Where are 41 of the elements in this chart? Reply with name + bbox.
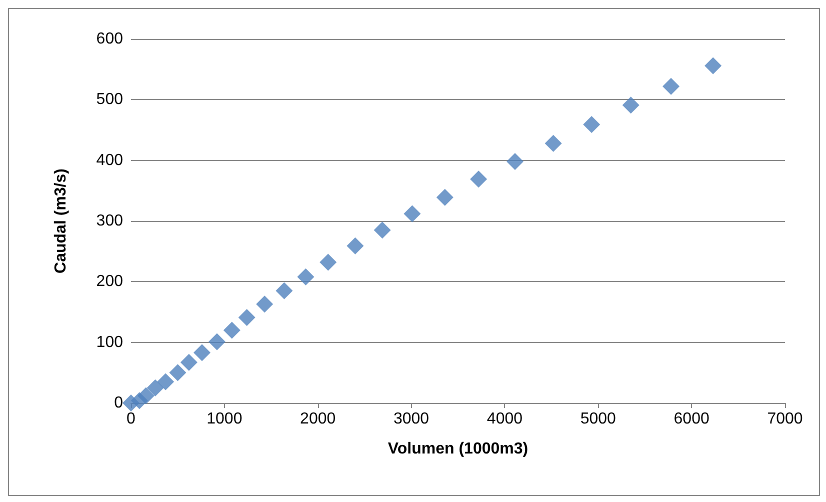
point [404,205,421,222]
point [583,116,600,134]
point [208,333,226,350]
point [194,344,211,362]
y-tick-label: 600 [96,30,124,48]
point [180,354,198,371]
point [470,170,488,188]
y-tick-label: 200 [96,273,124,290]
y-tick-label: 0 [114,394,124,412]
point [346,237,364,254]
x-axis-title: Volumen (1000m3) [388,440,528,458]
y-tick-label: 500 [96,91,124,108]
y-tick-label: 400 [96,152,124,169]
x-tick-label: 3000 [393,410,430,428]
x-tick-label: 2000 [300,410,336,428]
y-axis-title: Caudal (m3/s) [52,168,70,274]
x-tick-label: 7000 [767,410,803,428]
point [169,364,186,382]
point [238,308,256,326]
x-tick-label: 0 [126,410,136,428]
x-tick-label: 6000 [674,410,710,428]
x-tick-label: 1000 [206,410,242,428]
point [157,373,174,390]
point [146,379,164,396]
point [320,254,337,271]
point [544,134,562,152]
point [704,57,722,74]
point [506,153,524,170]
x-tick-label: 5000 [580,410,616,428]
point [374,222,391,239]
point [256,296,274,313]
point [622,96,640,114]
point [137,387,154,404]
point [662,78,680,95]
y-tick-label: 300 [96,212,124,230]
x-tick-label: 4000 [486,410,523,428]
point [436,188,454,206]
point [223,322,240,339]
y-tick-label: 100 [96,334,124,351]
point [297,268,314,286]
point [276,282,293,300]
